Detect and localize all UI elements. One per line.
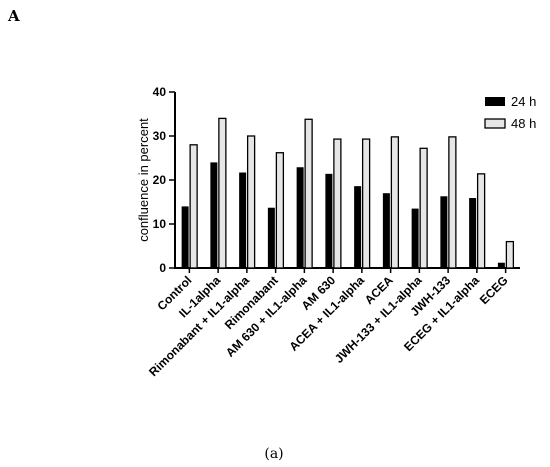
bar-48h-9 [448,136,457,269]
bar-24h-2 [239,172,247,268]
figure-caption: (a) [264,446,283,462]
y-axis-label: confluence in percent [136,118,151,242]
bar-24h-10 [469,198,477,268]
legend-swatch-48h [484,118,506,129]
bar-48h-6 [361,138,371,269]
y-tick-label: 10 [153,217,167,231]
bar-48h-3 [275,152,285,269]
bar-24h-1 [210,162,218,268]
y-tick-label: 40 [153,85,167,99]
x-category-label: ECEG [477,273,511,307]
bar-48h-5 [333,138,342,269]
bar-24h-11 [497,262,505,268]
legend-swatch-24h [485,97,505,106]
bar-48h-10 [476,173,486,269]
bar-24h-6 [354,186,362,268]
y-tick-label: 0 [159,261,166,275]
bar-24h-7 [382,193,390,268]
bar-24h-0 [181,206,189,268]
y-tick-label: 30 [153,129,167,143]
bar-24h-3 [267,207,275,268]
bar-24h-8 [411,208,419,268]
panel-label: A [7,7,20,25]
bar-48h-7 [390,136,400,269]
bar-24h-5 [325,173,333,268]
legend: 24 h 48 h [484,94,536,131]
legend-label-48h: 48 h [511,116,536,131]
bar-48h-2 [246,135,256,269]
bar-48h-0 [189,144,198,269]
bar-24h-9 [440,196,448,268]
y-tick-label: 20 [153,173,167,187]
bar-48h-11 [505,240,515,269]
bar-24h-4 [296,167,304,268]
y-ticks: 0 10 20 30 40 [153,85,175,275]
bar-48h-1 [218,117,227,269]
bar-48h-8 [419,147,428,269]
legend-label-24h: 24 h [511,94,536,109]
bar-48h-4 [304,118,313,269]
bars [181,117,515,269]
